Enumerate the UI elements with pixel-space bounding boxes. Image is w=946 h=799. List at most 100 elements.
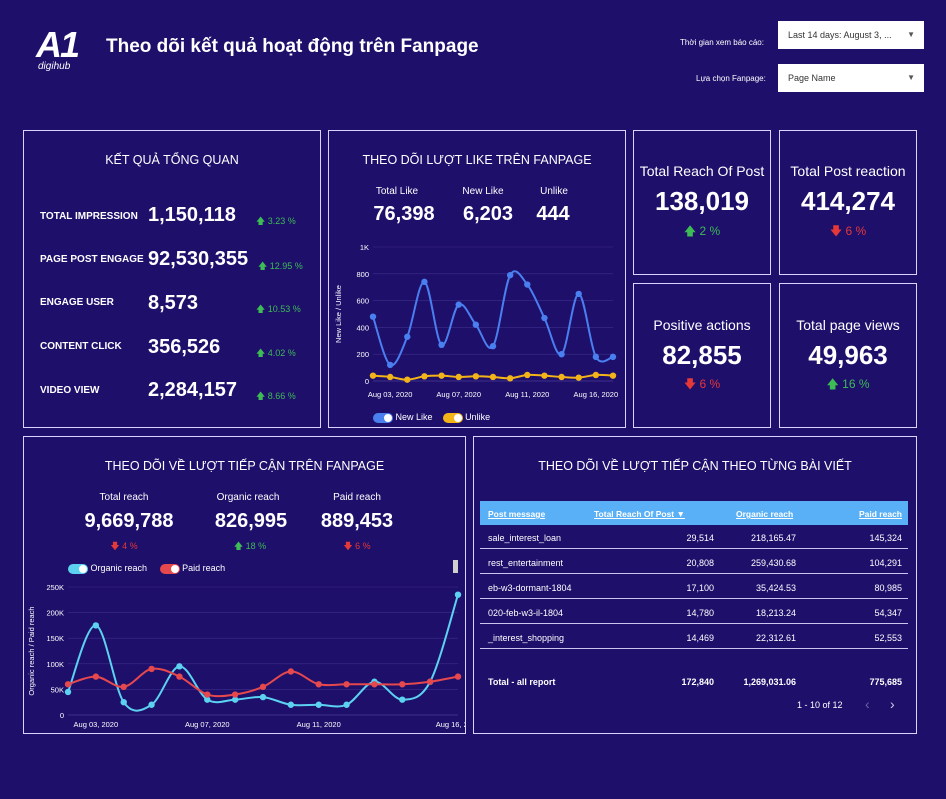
col-paid-reach[interactable]: Paid reach	[859, 509, 902, 519]
paid-reach-delta: 🡇 6 %	[327, 539, 387, 555]
data-point[interactable]	[231, 691, 239, 698]
data-point[interactable]	[575, 290, 582, 298]
legend-unlike-swatch[interactable]	[442, 412, 463, 423]
kpi-page-views: Total page views 49,963 🡅 16 %	[779, 283, 917, 428]
col-total-reach[interactable]: Total Reach Of Post ▼	[594, 509, 685, 519]
posts-title: THEO DÕI VỀ LƯỢT TIẾP CẬN THEO TỪNG BÀI …	[538, 459, 852, 473]
legend-paid-label: Paid reach	[182, 563, 226, 573]
data-point[interactable]	[204, 691, 211, 698]
data-point[interactable]	[204, 696, 211, 703]
data-point[interactable]	[472, 373, 480, 380]
legend-new-like-swatch[interactable]	[373, 412, 393, 423]
overview-pct-value: 3.23 %	[267, 216, 296, 226]
data-point[interactable]	[315, 681, 322, 688]
kpi-total-reach: Total Reach Of Post 138,019 🡅 2 %	[633, 130, 771, 275]
data-point[interactable]	[386, 361, 394, 369]
data-point[interactable]	[369, 372, 377, 379]
kpi-reaction-delta-value: 6 %	[845, 224, 867, 238]
data-point[interactable]	[148, 665, 155, 673]
data-point[interactable]	[558, 373, 565, 381]
data-point[interactable]	[404, 376, 411, 383]
table-row[interactable]: rest_entertainment 20,808 259,430.68 104…	[480, 550, 908, 574]
data-point[interactable]	[120, 683, 127, 691]
data-point[interactable]	[438, 372, 445, 379]
data-point[interactable]	[386, 373, 394, 381]
data-point[interactable]	[592, 371, 600, 379]
x-tick-label: Aug 16, 2020	[574, 390, 619, 399]
data-point[interactable]	[399, 696, 406, 703]
data-point[interactable]	[592, 353, 600, 361]
prev-page-icon[interactable]: ‹	[865, 696, 870, 712]
data-point[interactable]	[421, 373, 428, 380]
cell-message: rest_entertainment	[488, 558, 564, 568]
data-point[interactable]	[92, 673, 100, 680]
overview-panel: KẾT QUẢ TỔNG QUAN TOTAL IMPRESSION 1,150…	[23, 130, 321, 428]
data-point[interactable]	[454, 591, 462, 598]
data-point[interactable]	[609, 353, 617, 361]
fanpage-dropdown[interactable]: Page Name ▼	[778, 64, 924, 92]
unlike-value: 444	[536, 203, 570, 225]
table-row[interactable]: 020-feb-w3-il-1804 14,780 18,213.24 54,3…	[480, 600, 908, 624]
legend-organic-swatch[interactable]	[68, 563, 88, 574]
data-point[interactable]	[120, 699, 127, 706]
table-row[interactable]: eb-w3-dormant-1804 17,100 35,424.53 80,9…	[480, 575, 908, 599]
data-point[interactable]	[524, 371, 531, 379]
data-point[interactable]	[259, 683, 267, 691]
x-tick-label: Aug 11, 2020	[505, 390, 549, 399]
data-point[interactable]	[287, 668, 295, 675]
data-point[interactable]	[426, 678, 434, 685]
data-point[interactable]	[421, 278, 428, 286]
data-point[interactable]	[541, 314, 548, 322]
data-point[interactable]	[176, 663, 183, 670]
data-point[interactable]	[575, 374, 582, 381]
data-point[interactable]	[455, 373, 462, 381]
data-point[interactable]	[506, 375, 514, 382]
data-point[interactable]	[524, 281, 531, 288]
data-point[interactable]	[371, 681, 378, 688]
overview-pct-value: 12.95 %	[269, 261, 303, 271]
data-point[interactable]	[609, 372, 617, 379]
kpi-positive-value: 82,855	[662, 340, 742, 370]
table-row[interactable]: _interest_shopping 14,469 22,312.61 52,5…	[480, 625, 908, 649]
organic-reach-label: Organic reach	[216, 492, 280, 503]
series-line	[372, 270, 614, 367]
col-organic-reach[interactable]: Organic reach	[736, 509, 794, 519]
data-point[interactable]	[287, 701, 295, 708]
legend-paid-swatch[interactable]	[159, 563, 180, 574]
data-point[interactable]	[343, 701, 350, 708]
data-point[interactable]	[343, 681, 350, 688]
data-point[interactable]	[176, 673, 183, 680]
overview-label-impression: TOTAL IMPRESSION	[40, 211, 138, 222]
data-point[interactable]	[259, 693, 267, 701]
scroll-handle[interactable]	[453, 560, 458, 573]
data-point[interactable]	[454, 673, 462, 680]
data-point[interactable]	[438, 341, 445, 349]
data-point[interactable]	[399, 681, 406, 688]
data-point[interactable]	[489, 342, 497, 350]
data-point[interactable]	[558, 351, 565, 358]
x-tick-label: Aug 07, 2020	[185, 720, 230, 729]
data-point[interactable]	[148, 701, 155, 708]
data-point[interactable]	[92, 622, 100, 629]
data-point[interactable]	[64, 688, 72, 696]
y-tick-label: 800	[356, 270, 369, 279]
arrow-up-icon: 🡅	[256, 391, 266, 401]
data-point[interactable]	[455, 301, 462, 308]
data-point[interactable]	[369, 313, 377, 320]
y-tick-label: 100K	[46, 660, 64, 669]
cell-reach: 14,469	[686, 633, 714, 643]
table-row[interactable]: sale_interest_loan 29,514 218,165.47 145…	[480, 525, 908, 549]
data-point[interactable]	[404, 333, 411, 340]
data-point[interactable]	[64, 681, 72, 688]
data-point[interactable]	[472, 321, 480, 328]
col-post-message[interactable]: Post message	[488, 509, 546, 519]
data-point[interactable]	[315, 701, 322, 708]
cell-organic: 22,312.61	[755, 633, 796, 643]
data-point[interactable]	[506, 271, 514, 279]
data-point[interactable]	[489, 373, 497, 381]
overview-label-video-view: VIDEO VIEW	[40, 385, 100, 396]
next-page-icon[interactable]: ›	[890, 696, 895, 712]
date-range-dropdown[interactable]: Last 14 days: August 3, ... ▼	[778, 21, 924, 49]
data-point[interactable]	[231, 696, 239, 703]
data-point[interactable]	[541, 372, 548, 379]
